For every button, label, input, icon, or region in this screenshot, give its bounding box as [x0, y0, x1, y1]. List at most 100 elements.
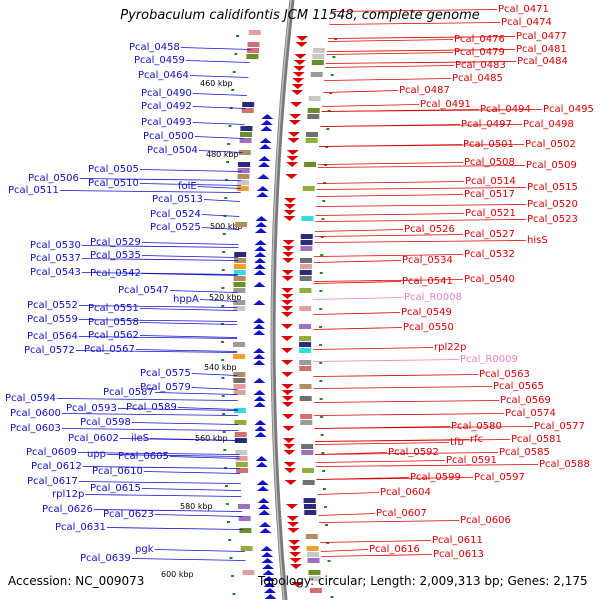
gene-label-pcal-r0008[interactable]: Pcal_R0008 [404, 292, 462, 303]
gene-label-pcal-0567[interactable]: Pcal_0567 [84, 344, 135, 355]
gene-label-pcal-0505[interactable]: Pcal_0505 [88, 164, 139, 175]
gene-label-tfb[interactable]: tfb [450, 437, 464, 448]
gene-label-pcal-0481[interactable]: Pcal_0481 [516, 44, 567, 55]
gene-label-pcal-0564[interactable]: Pcal_0564 [27, 331, 78, 342]
gene-label-pcal-0513[interactable]: Pcal_0513 [152, 194, 203, 205]
gene-label-pcal-0569[interactable]: Pcal_0569 [500, 395, 551, 406]
gene-label-pcal-0476[interactable]: Pcal_0476 [454, 34, 505, 45]
gene-label-pcal-0572[interactable]: Pcal_0572 [24, 345, 75, 356]
gene-label-pcal-0492[interactable]: Pcal_0492 [141, 101, 192, 112]
gene-label-pcal-0600[interactable]: Pcal_0600 [10, 408, 61, 419]
gene-label-pcal-0523[interactable]: Pcal_0523 [527, 214, 578, 225]
gene-label-pcal-0549[interactable]: Pcal_0549 [401, 307, 452, 318]
gene-label-pcal-0599[interactable]: Pcal_0599 [410, 472, 461, 483]
gene-label-pcal-0484[interactable]: Pcal_0484 [517, 56, 568, 67]
gene-label-pcal-0607[interactable]: Pcal_0607 [376, 508, 427, 519]
gene-label-pcal-0526[interactable]: Pcal_0526 [404, 224, 455, 235]
gene-label-pcal-0616[interactable]: Pcal_0616 [369, 544, 420, 555]
gene-label-pcal-0525[interactable]: Pcal_0525 [150, 222, 201, 233]
gene-label-pcal-0479[interactable]: Pcal_0479 [454, 47, 505, 58]
gene-label-pcal-0558[interactable]: Pcal_0558 [88, 317, 139, 328]
gene-label-pcal-0563[interactable]: Pcal_0563 [479, 369, 530, 380]
gene-label-pcal-0626[interactable]: Pcal_0626 [42, 504, 93, 515]
gene-label-pcal-r0009[interactable]: Pcal_R0009 [460, 354, 518, 365]
gene-label-pcal-0579[interactable]: Pcal_0579 [140, 382, 191, 393]
gene-label-pcal-0598[interactable]: Pcal_0598 [80, 417, 131, 428]
gene-label-pcal-0594[interactable]: Pcal_0594 [5, 393, 56, 404]
gene-label-pcal-0495[interactable]: Pcal_0495 [543, 104, 594, 115]
gene-label-pcal-0511[interactable]: Pcal_0511 [8, 185, 59, 196]
gene-label-pcal-0534[interactable]: Pcal_0534 [402, 255, 453, 266]
gene-label-pcal-0592[interactable]: Pcal_0592 [388, 447, 439, 458]
gene-label-pcal-0597[interactable]: Pcal_0597 [474, 472, 525, 483]
gene-label-pcal-0611[interactable]: Pcal_0611 [432, 535, 483, 546]
gene-label-pcal-0565[interactable]: Pcal_0565 [493, 381, 544, 392]
gene-label-pcal-0535[interactable]: Pcal_0535 [90, 250, 141, 261]
gene-label-pcal-0520[interactable]: Pcal_0520 [527, 199, 578, 210]
gene-label-pcal-0588[interactable]: Pcal_0588 [539, 459, 590, 470]
gene-label-pcal-0550[interactable]: Pcal_0550 [403, 322, 454, 333]
gene-label-pcal-0483[interactable]: Pcal_0483 [455, 60, 506, 71]
gene-label-pcal-0591[interactable]: Pcal_0591 [446, 455, 497, 466]
gene-label-pcal-0547[interactable]: Pcal_0547 [118, 285, 169, 296]
gene-label-pcal-0485[interactable]: Pcal_0485 [452, 73, 503, 84]
gene-label-pcal-0524[interactable]: Pcal_0524 [150, 209, 201, 220]
gene-label-pcal-0606[interactable]: Pcal_0606 [460, 515, 511, 526]
gene-label-pcal-0540[interactable]: Pcal_0540 [464, 274, 515, 285]
gene-label-upp[interactable]: upp [87, 449, 106, 460]
gene-label-pcal-0612[interactable]: Pcal_0612 [31, 461, 82, 472]
gene-label-pcal-0631[interactable]: Pcal_0631 [55, 522, 106, 533]
gene-label-pcal-0530[interactable]: Pcal_0530 [30, 240, 81, 251]
gene-label-pcal-0514[interactable]: Pcal_0514 [465, 176, 516, 187]
gene-label-pcal-0609[interactable]: Pcal_0609 [26, 447, 77, 458]
gene-label-pcal-0477[interactable]: Pcal_0477 [516, 31, 567, 42]
gene-label-rpl22p[interactable]: rpl22p [434, 342, 466, 353]
gene-label-pcal-0517[interactable]: Pcal_0517 [464, 189, 515, 200]
gene-label-pcal-0543[interactable]: Pcal_0543 [30, 267, 81, 278]
gene-label-pcal-0551[interactable]: Pcal_0551 [88, 303, 139, 314]
gene-label-pcal-0532[interactable]: Pcal_0532 [464, 249, 515, 260]
gene-label-pcal-0580[interactable]: Pcal_0580 [451, 421, 502, 432]
gene-label-pcal-0491[interactable]: Pcal_0491 [420, 99, 471, 110]
gene-label-pcal-0493[interactable]: Pcal_0493 [141, 117, 192, 128]
gene-label-pcal-0610[interactable]: Pcal_0610 [92, 466, 143, 477]
gene-label-fole[interactable]: folE [178, 181, 197, 192]
gene-label-pcal-0623[interactable]: Pcal_0623 [103, 509, 154, 520]
gene-label-pcal-0615[interactable]: Pcal_0615 [90, 483, 141, 494]
gene-label-pcal-0504[interactable]: Pcal_0504 [147, 145, 198, 156]
gene-label-pcal-0559[interactable]: Pcal_0559 [27, 314, 78, 325]
gene-label-pcal-0613[interactable]: Pcal_0613 [433, 549, 484, 560]
gene-label-pcal-0527[interactable]: Pcal_0527 [464, 229, 515, 240]
gene-label-rpl12p[interactable]: rpl12p [52, 489, 84, 500]
gene-label-pcal-0515[interactable]: Pcal_0515 [527, 182, 578, 193]
gene-label-pcal-0508[interactable]: Pcal_0508 [464, 157, 515, 168]
gene-label-pcal-0577[interactable]: Pcal_0577 [534, 421, 585, 432]
gene-label-pcal-0581[interactable]: Pcal_0581 [511, 434, 562, 445]
gene-label-pcal-0474[interactable]: Pcal_0474 [501, 17, 552, 28]
gene-label-pcal-0574[interactable]: Pcal_0574 [505, 408, 556, 419]
gene-label-pcal-0542[interactable]: Pcal_0542 [90, 268, 141, 279]
gene-label-pcal-0593[interactable]: Pcal_0593 [66, 403, 117, 414]
gene-label-pcal-0458[interactable]: Pcal_0458 [129, 42, 180, 53]
gene-label-pcal-0587[interactable]: Pcal_0587 [103, 387, 154, 398]
gene-label-pcal-0602[interactable]: Pcal_0602 [68, 433, 119, 444]
gene-label-pcal-0487[interactable]: Pcal_0487 [399, 85, 450, 96]
gene-label-pcal-0500[interactable]: Pcal_0500 [143, 131, 194, 142]
gene-label-pcal-0498[interactable]: Pcal_0498 [523, 119, 574, 130]
gene-label-pcal-0575[interactable]: Pcal_0575 [140, 368, 191, 379]
gene-label-pcal-0529[interactable]: Pcal_0529 [90, 237, 141, 248]
gene-label-pcal-0537[interactable]: Pcal_0537 [30, 253, 81, 264]
gene-label-pcal-0617[interactable]: Pcal_0617 [27, 476, 78, 487]
gene-label-pcal-0589[interactable]: Pcal_0589 [126, 402, 177, 413]
gene-label-pcal-0464[interactable]: Pcal_0464 [138, 70, 189, 81]
gene-label-hppa[interactable]: hppA [173, 294, 199, 305]
gene-label-pcal-0603[interactable]: Pcal_0603 [10, 423, 61, 434]
gene-label-pcal-0541[interactable]: Pcal_0541 [402, 276, 453, 287]
gene-label-pcal-0562[interactable]: Pcal_0562 [88, 330, 139, 341]
gene-label-pcal-0552[interactable]: Pcal_0552 [27, 300, 78, 311]
gene-label-pcal-0459[interactable]: Pcal_0459 [134, 55, 185, 66]
gene-label-pcal-0506[interactable]: Pcal_0506 [28, 173, 79, 184]
gene-label-pcal-0490[interactable]: Pcal_0490 [141, 88, 192, 99]
gene-label-pcal-0510[interactable]: Pcal_0510 [88, 178, 139, 189]
gene-label-pcal-0502[interactable]: Pcal_0502 [525, 139, 576, 150]
